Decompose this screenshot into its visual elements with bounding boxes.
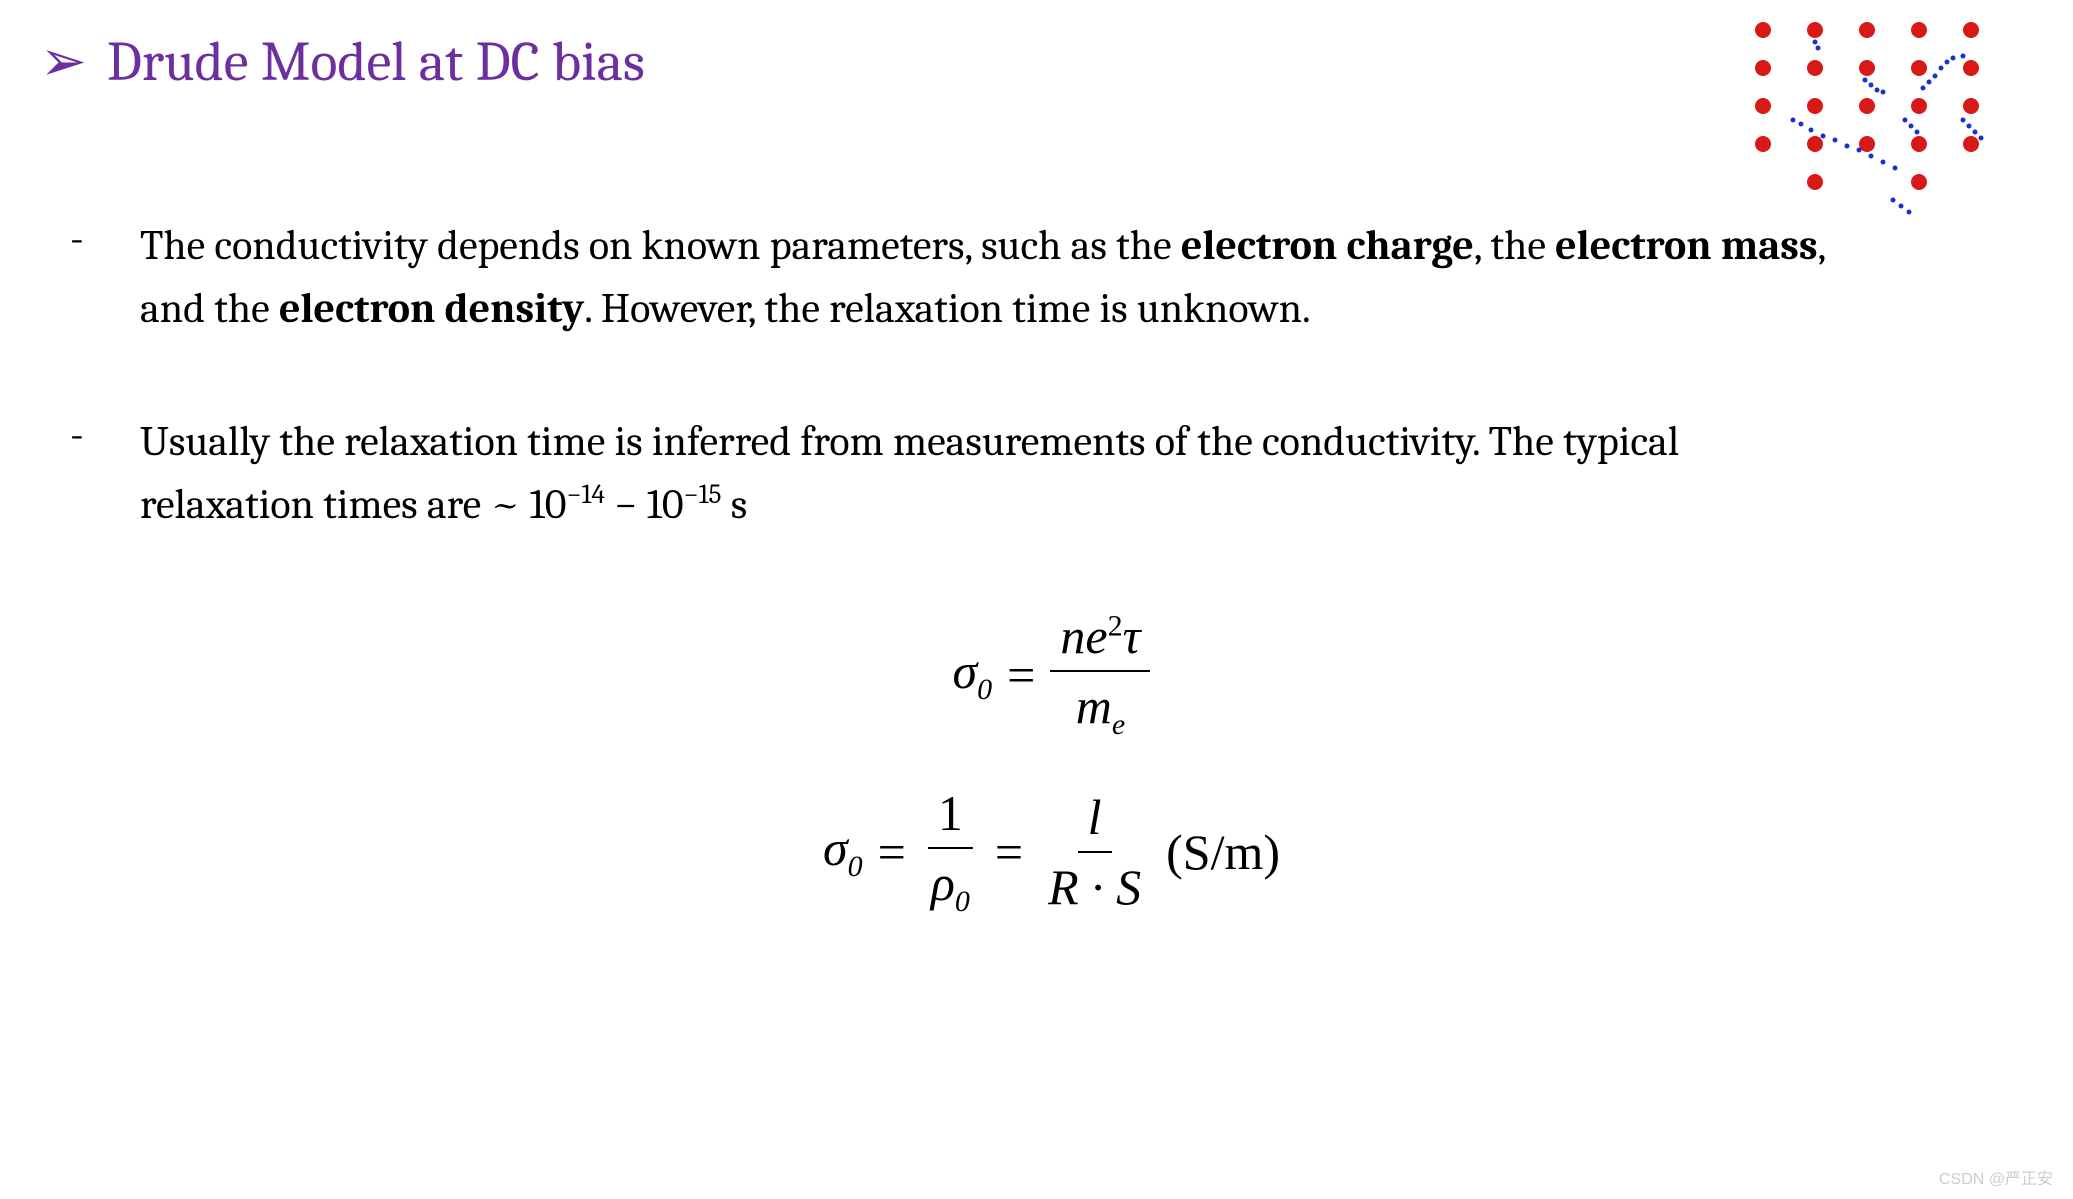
equation-2: σ0 = 1 ρ0 = l R · S (S/m) bbox=[70, 783, 2033, 920]
num-tau: τ bbox=[1123, 608, 1141, 664]
num-exp: 2 bbox=[1108, 609, 1123, 642]
sigma-sub-2: 0 bbox=[848, 850, 863, 883]
equals-sign-2: = bbox=[878, 822, 906, 882]
list-item: -The conductivity depends on known param… bbox=[70, 214, 2033, 340]
num-n: n bbox=[1060, 608, 1085, 664]
den-m: m bbox=[1076, 678, 1112, 734]
bullet-text: Usually the relaxation time is inferred … bbox=[140, 410, 1840, 536]
list-item: -Usually the relaxation time is inferred… bbox=[70, 410, 2033, 536]
dash-bullet: - bbox=[70, 410, 140, 536]
sigma-sub: 0 bbox=[977, 673, 992, 706]
slide-title: Drude Model at DC bias bbox=[107, 30, 645, 94]
content-area: -The conductivity depends on known param… bbox=[40, 214, 2033, 920]
fraction-2: 1 ρ0 bbox=[921, 783, 980, 920]
den-e-sub: e bbox=[1112, 708, 1125, 741]
frac2-num: 1 bbox=[928, 783, 973, 849]
frac3-num: l bbox=[1078, 787, 1112, 853]
equals-sign: = bbox=[1007, 645, 1035, 705]
sigma-symbol-2: σ bbox=[823, 820, 848, 876]
fraction-1: ne2τ me bbox=[1050, 606, 1150, 743]
equations-block: σ0 = ne2τ me σ0 = 1 ρ0 = l R · S bbox=[70, 606, 2033, 920]
equals-sign-3: = bbox=[995, 822, 1023, 882]
sigma-symbol: σ bbox=[953, 643, 978, 699]
bullet-text: The conductivity depends on known parame… bbox=[140, 214, 1840, 340]
lattice-diagram bbox=[1753, 20, 2033, 260]
dash-bullet: - bbox=[70, 214, 140, 340]
watermark-text: CSDN @严正安 bbox=[1939, 1165, 2053, 1189]
unit-label: (S/m) bbox=[1166, 822, 1280, 882]
title-row: ➢ Drude Model at DC bias bbox=[40, 30, 2033, 94]
chevron-right-icon: ➢ bbox=[40, 34, 87, 90]
rho-symbol: ρ bbox=[931, 855, 955, 911]
num-e: e bbox=[1085, 608, 1107, 664]
frac3-den: R · S bbox=[1038, 853, 1151, 917]
rho-sub: 0 bbox=[955, 885, 970, 918]
fraction-3: l R · S bbox=[1038, 787, 1151, 917]
equation-1: σ0 = ne2τ me bbox=[70, 606, 2033, 743]
